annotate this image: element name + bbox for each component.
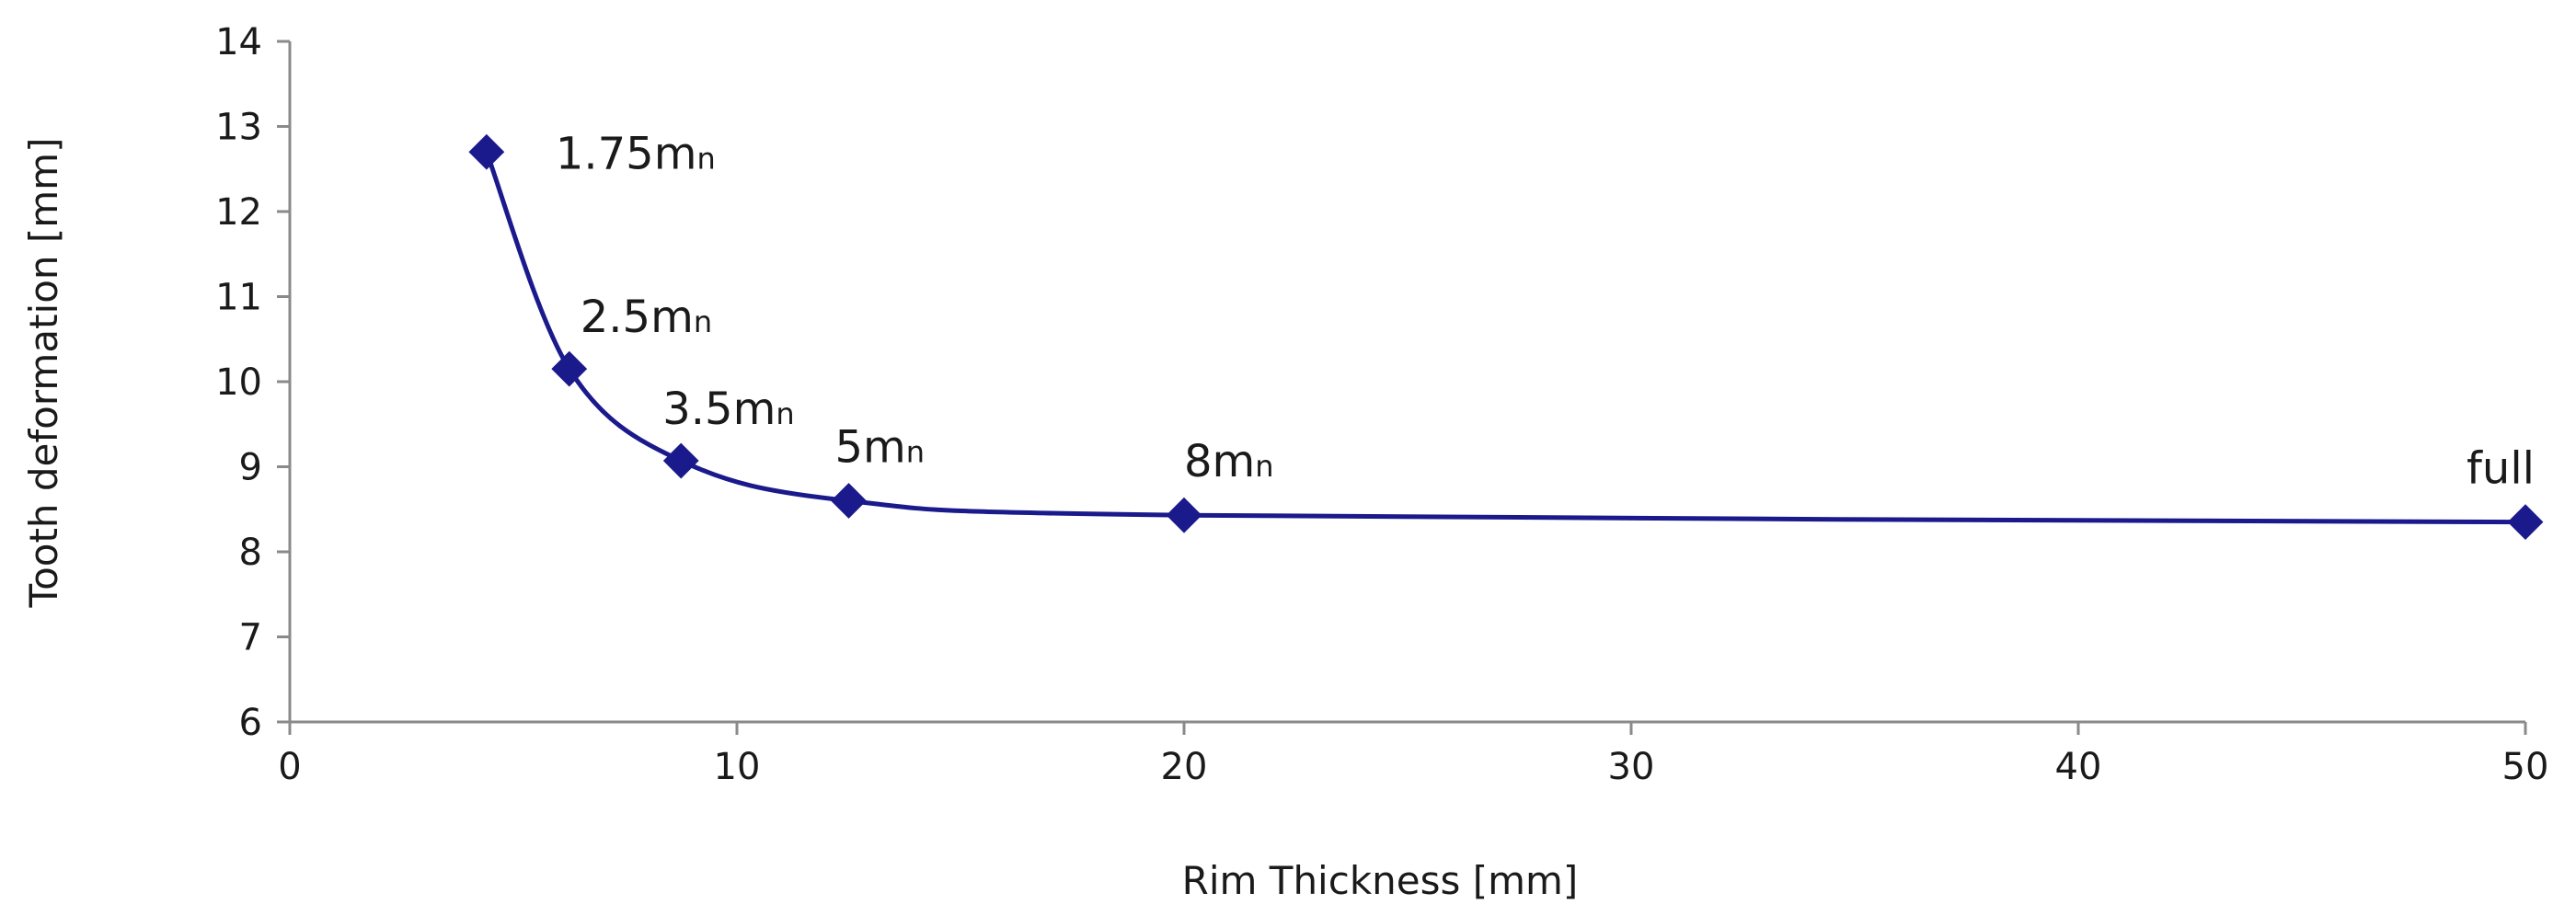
x-axis-title: Rim Thickness [mm]: [1182, 858, 1579, 903]
y-tick-label: 7: [239, 617, 262, 659]
data-point-label-main: full: [2467, 443, 2535, 495]
data-point-label-subscript: n: [1255, 449, 1273, 484]
data-point-label-main: 8m: [1184, 436, 1255, 487]
y-axis-title: Tooth deformation [mm]: [21, 138, 66, 609]
data-point-marker: [551, 350, 588, 387]
x-tick-label: 40: [2055, 746, 2102, 788]
x-tick-label: 20: [1161, 746, 1208, 788]
x-tick-label: 50: [2502, 746, 2549, 788]
x-tick-label: 0: [278, 746, 301, 788]
data-point-marker: [468, 133, 505, 170]
data-point-label-main: 5m: [835, 422, 906, 474]
y-tick-label: 13: [215, 107, 262, 149]
data-point-label: 3.5mn: [662, 384, 794, 435]
data-point-marker: [831, 483, 867, 519]
y-tick-label: 9: [239, 447, 262, 489]
marker-layer: [468, 133, 2544, 541]
x-tick-label: 30: [1608, 746, 1655, 788]
y-tick-label: 10: [215, 361, 262, 404]
x-tick-label: 10: [714, 746, 761, 788]
y-tick-label: 12: [215, 191, 262, 234]
data-point-label: 5mn: [835, 422, 926, 474]
data-point-label-subscript: n: [776, 396, 794, 431]
data-point-marker: [1166, 497, 1202, 533]
series-line: [484, 151, 2526, 525]
data-point-label: 1.75mn: [556, 128, 716, 179]
data-point-label-subscript: n: [906, 435, 925, 470]
data-point-label: full: [2467, 443, 2535, 495]
data-point-label: 8mn: [1184, 436, 1274, 487]
y-tick-label: 14: [215, 21, 262, 63]
data-point-label-main: 1.75m: [556, 128, 697, 179]
y-tick-label: 11: [215, 277, 262, 319]
curve-layer: [484, 151, 2526, 525]
data-point-label-subscript: n: [694, 304, 712, 339]
data-point-marker: [2507, 504, 2544, 541]
axes-layer: 6 7 8 9 10 11 12 13 14 0 10 20 30 40 50: [215, 21, 2548, 788]
data-point-label-main: 2.5m: [581, 292, 694, 343]
data-point-label: 2.5mn: [581, 292, 712, 343]
data-point-label-main: 3.5m: [662, 384, 776, 435]
data-point-label-subscript: n: [696, 141, 715, 176]
y-tick-label: 8: [239, 532, 262, 574]
y-tick-label: 6: [239, 702, 262, 744]
data-point-marker: [662, 442, 699, 479]
